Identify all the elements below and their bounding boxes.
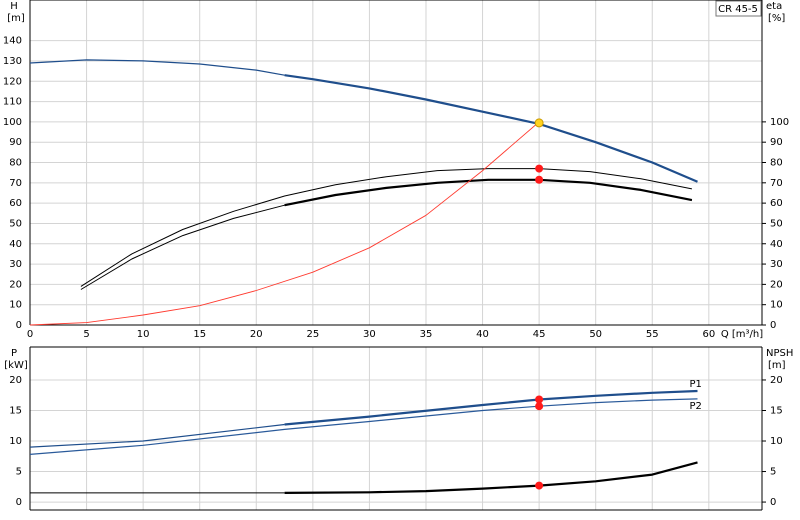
line: [29, 121, 540, 326]
y-tick-label: 130: [3, 56, 22, 67]
x-tick-label: 50: [589, 329, 602, 340]
y2-tick-label: 40: [770, 239, 783, 250]
y-tick-label: 10: [9, 300, 22, 311]
y2-axis-unit: [%]: [768, 13, 785, 24]
x-tick-label: 60: [702, 329, 715, 340]
y-tick-label: 0: [16, 320, 22, 331]
x-tick-label: 55: [646, 329, 659, 340]
y-tick-label: 50: [9, 218, 22, 229]
line: [284, 74, 698, 183]
marker: [535, 395, 544, 404]
y-tick-label: 15: [9, 405, 22, 416]
y-tick-label: 60: [9, 198, 22, 209]
series-label: P2: [690, 401, 702, 412]
y2-tick-label: 30: [770, 259, 783, 270]
y2-tick-label: 100: [770, 117, 789, 128]
x-tick-label: 10: [137, 329, 150, 340]
y-axis-unit: [kW]: [4, 360, 28, 371]
y2-tick-label: 15: [770, 405, 783, 416]
y-tick-label: 80: [9, 158, 22, 169]
series-label: P1: [690, 379, 702, 390]
line: [80, 168, 692, 287]
y-axis-label: P: [11, 348, 17, 359]
y-tick-label: 40: [9, 239, 22, 250]
x-tick-label: 5: [83, 329, 89, 340]
y2-tick-label: 70: [770, 178, 783, 189]
line: [29, 423, 285, 448]
y2-tick-label: 60: [770, 198, 783, 209]
y-tick-label: 20: [9, 375, 22, 386]
y-axis-unit: [m]: [7, 13, 25, 24]
product-label: CR 45-5: [718, 4, 758, 15]
y-tick-label: 110: [3, 97, 22, 108]
y-tick-label: 20: [9, 279, 22, 290]
y-tick-label: 10: [9, 436, 22, 447]
y2-axis-label: NPSH: [766, 348, 793, 359]
y-axis-label: H: [10, 1, 18, 12]
y2-tick-label: 20: [770, 375, 783, 386]
y-tick-label: 120: [3, 76, 22, 87]
line: [284, 178, 693, 207]
y2-axis-label: eta: [766, 1, 782, 12]
y2-tick-label: 5: [770, 467, 776, 478]
y-tick-label: 90: [9, 137, 22, 148]
x-tick-label: 35: [420, 329, 433, 340]
y2-tick-label: 0: [770, 320, 776, 331]
product-box: [715, 0, 762, 17]
x-tick-label: 15: [193, 329, 206, 340]
y2-tick-label: 0: [770, 497, 776, 508]
x-tick-label: 20: [250, 329, 263, 340]
marker: [534, 118, 544, 128]
y2-tick-label: 90: [770, 137, 783, 148]
x-tick-label: 40: [476, 329, 489, 340]
y-tick-label: 0: [16, 497, 22, 508]
y-tick-label: 140: [3, 36, 22, 47]
y2-tick-label: 10: [770, 300, 783, 311]
y2-tick-label: 50: [770, 218, 783, 229]
marker: [535, 402, 544, 411]
y-tick-label: 5: [16, 467, 22, 478]
y2-tick-label: 20: [770, 279, 783, 290]
marker: [535, 164, 544, 173]
x-tick-label: 25: [306, 329, 319, 340]
line: [29, 59, 285, 76]
y-tick-label: 70: [9, 178, 22, 189]
marker: [535, 481, 544, 490]
x-tick-label: 45: [533, 329, 546, 340]
line: [29, 398, 698, 455]
x-tick-label: 30: [363, 329, 376, 340]
y2-tick-label: 10: [770, 436, 783, 447]
y-tick-label: 30: [9, 259, 22, 270]
line: [284, 461, 698, 494]
marker: [535, 175, 544, 184]
x-tick-label: 0: [27, 329, 33, 340]
x-axis-label: Q [m³/h]: [721, 329, 763, 340]
y2-axis-unit: [m]: [768, 360, 786, 371]
y-tick-label: 100: [3, 117, 22, 128]
y2-tick-label: 80: [770, 158, 783, 169]
